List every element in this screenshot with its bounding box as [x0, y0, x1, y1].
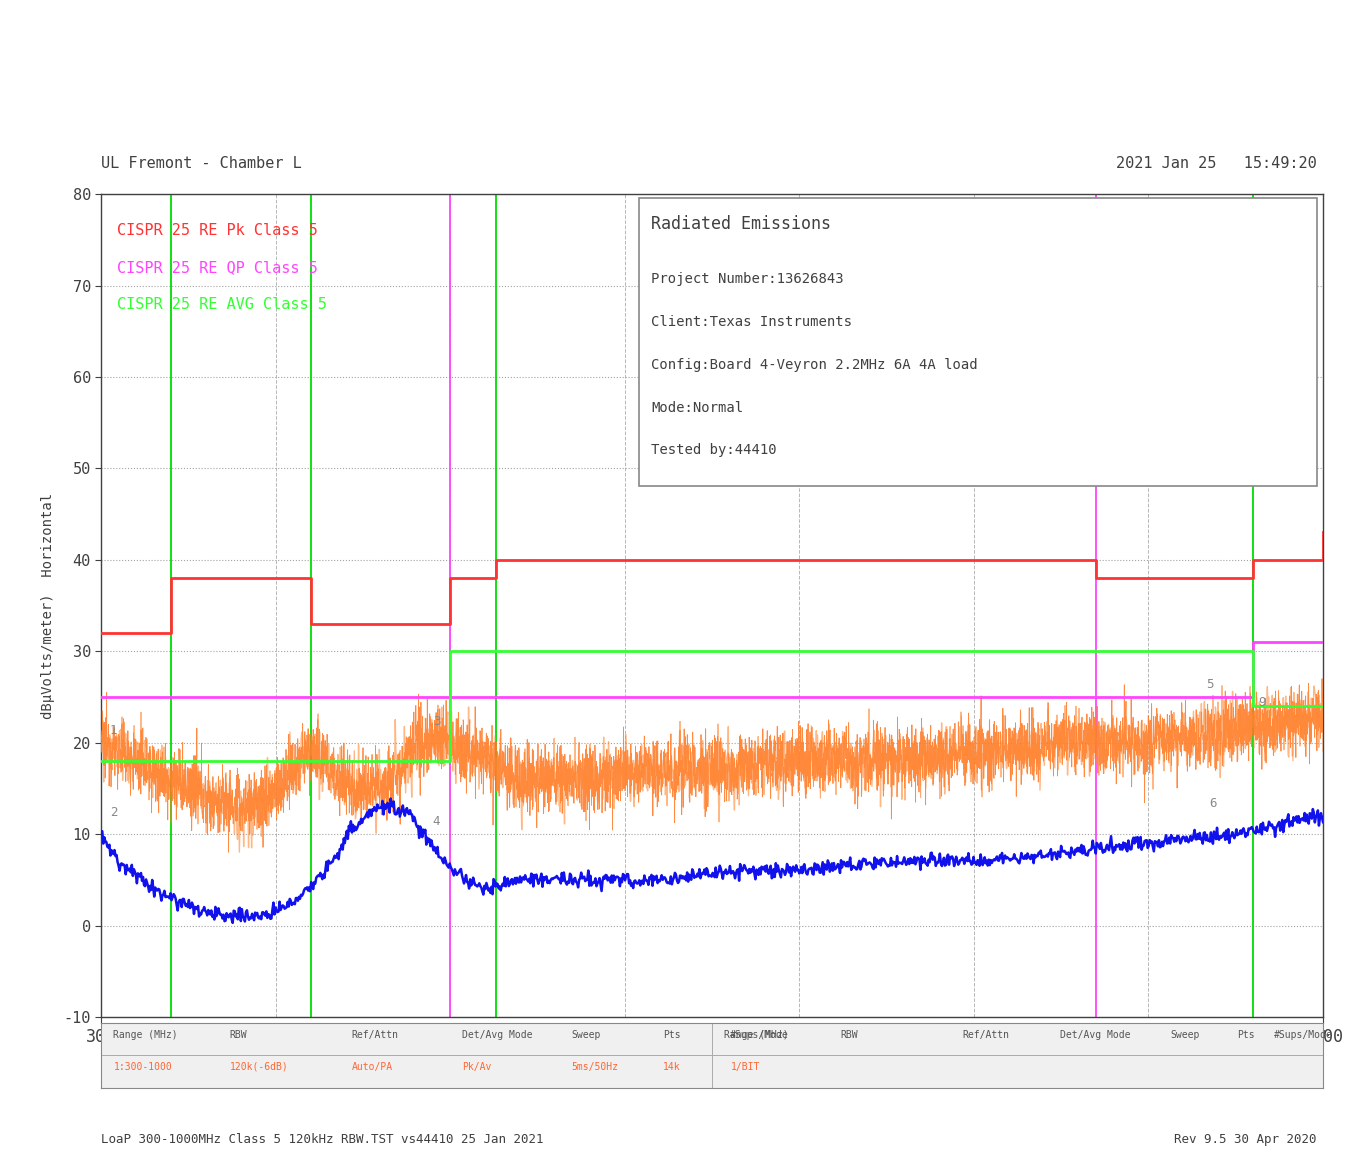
Text: 5ms/50Hz: 5ms/50Hz	[571, 1062, 618, 1073]
Text: 9: 9	[1258, 696, 1266, 709]
Text: LoaP 300-1000MHz Class 5 120kHz RBW.TST vs44410 25 Jan 2021: LoaP 300-1000MHz Class 5 120kHz RBW.TST …	[101, 1132, 544, 1147]
Text: 5: 5	[1206, 677, 1214, 691]
Text: Ref/Attn: Ref/Attn	[352, 1030, 398, 1040]
X-axis label: Frequency (MHz): Frequency (MHz)	[630, 1054, 794, 1073]
Text: Range (MHz): Range (MHz)	[113, 1030, 178, 1040]
Text: Range (MHz): Range (MHz)	[725, 1030, 788, 1040]
Text: 120k(-6dB): 120k(-6dB)	[230, 1062, 289, 1073]
Text: 1:300-1000: 1:300-1000	[113, 1062, 173, 1073]
Text: Client:Texas Instruments: Client:Texas Instruments	[651, 315, 852, 329]
Text: Mode:Normal: Mode:Normal	[651, 401, 742, 415]
Text: RBW: RBW	[230, 1030, 247, 1040]
FancyBboxPatch shape	[639, 199, 1316, 487]
Text: Det/Avg Mode: Det/Avg Mode	[1060, 1030, 1131, 1040]
Text: 1: 1	[109, 723, 117, 736]
Text: #Sups/Mode: #Sups/Mode	[1274, 1030, 1332, 1040]
Text: Project Number:13626843: Project Number:13626843	[651, 273, 844, 286]
Text: Radiated Emissions: Radiated Emissions	[651, 215, 832, 233]
Text: Auto/PA: Auto/PA	[352, 1062, 393, 1073]
Text: 1/BIT: 1/BIT	[730, 1062, 760, 1073]
Text: 4: 4	[433, 815, 440, 828]
Text: 3: 3	[433, 715, 440, 728]
Y-axis label: dBµVolts/meter)  Horizontal: dBµVolts/meter) Horizontal	[40, 493, 55, 719]
Text: 2021 Jan 25   15:49:20: 2021 Jan 25 15:49:20	[1115, 155, 1316, 171]
Text: CISPR 25 RE AVG Class 5: CISPR 25 RE AVG Class 5	[117, 298, 327, 312]
Text: 14k: 14k	[663, 1062, 680, 1073]
Text: UL Fremont - Chamber L: UL Fremont - Chamber L	[101, 155, 302, 171]
Text: Sweep: Sweep	[571, 1030, 601, 1040]
Text: Det/Avg Mode: Det/Avg Mode	[462, 1030, 532, 1040]
Text: RBW: RBW	[841, 1030, 859, 1040]
Text: 2: 2	[109, 806, 117, 818]
Text: Pts: Pts	[663, 1030, 680, 1040]
Text: Sweep: Sweep	[1170, 1030, 1200, 1040]
Text: Ref/Attn: Ref/Attn	[963, 1030, 1010, 1040]
Text: CISPR 25 RE Pk Class 5: CISPR 25 RE Pk Class 5	[117, 223, 317, 238]
Text: Pk/Av: Pk/Av	[462, 1062, 491, 1073]
Text: Pts: Pts	[1238, 1030, 1256, 1040]
Text: CISPR 25 RE QP Class 5: CISPR 25 RE QP Class 5	[117, 260, 317, 275]
Text: Config:Board 4-Veyron 2.2MHz 6A 4A load: Config:Board 4-Veyron 2.2MHz 6A 4A load	[651, 358, 977, 372]
Text: Rev 9.5 30 Apr 2020: Rev 9.5 30 Apr 2020	[1173, 1132, 1316, 1147]
Text: 6: 6	[1210, 797, 1218, 810]
Text: Tested by:44410: Tested by:44410	[651, 443, 776, 457]
Text: #Sups/Mode: #Sups/Mode	[730, 1030, 790, 1040]
